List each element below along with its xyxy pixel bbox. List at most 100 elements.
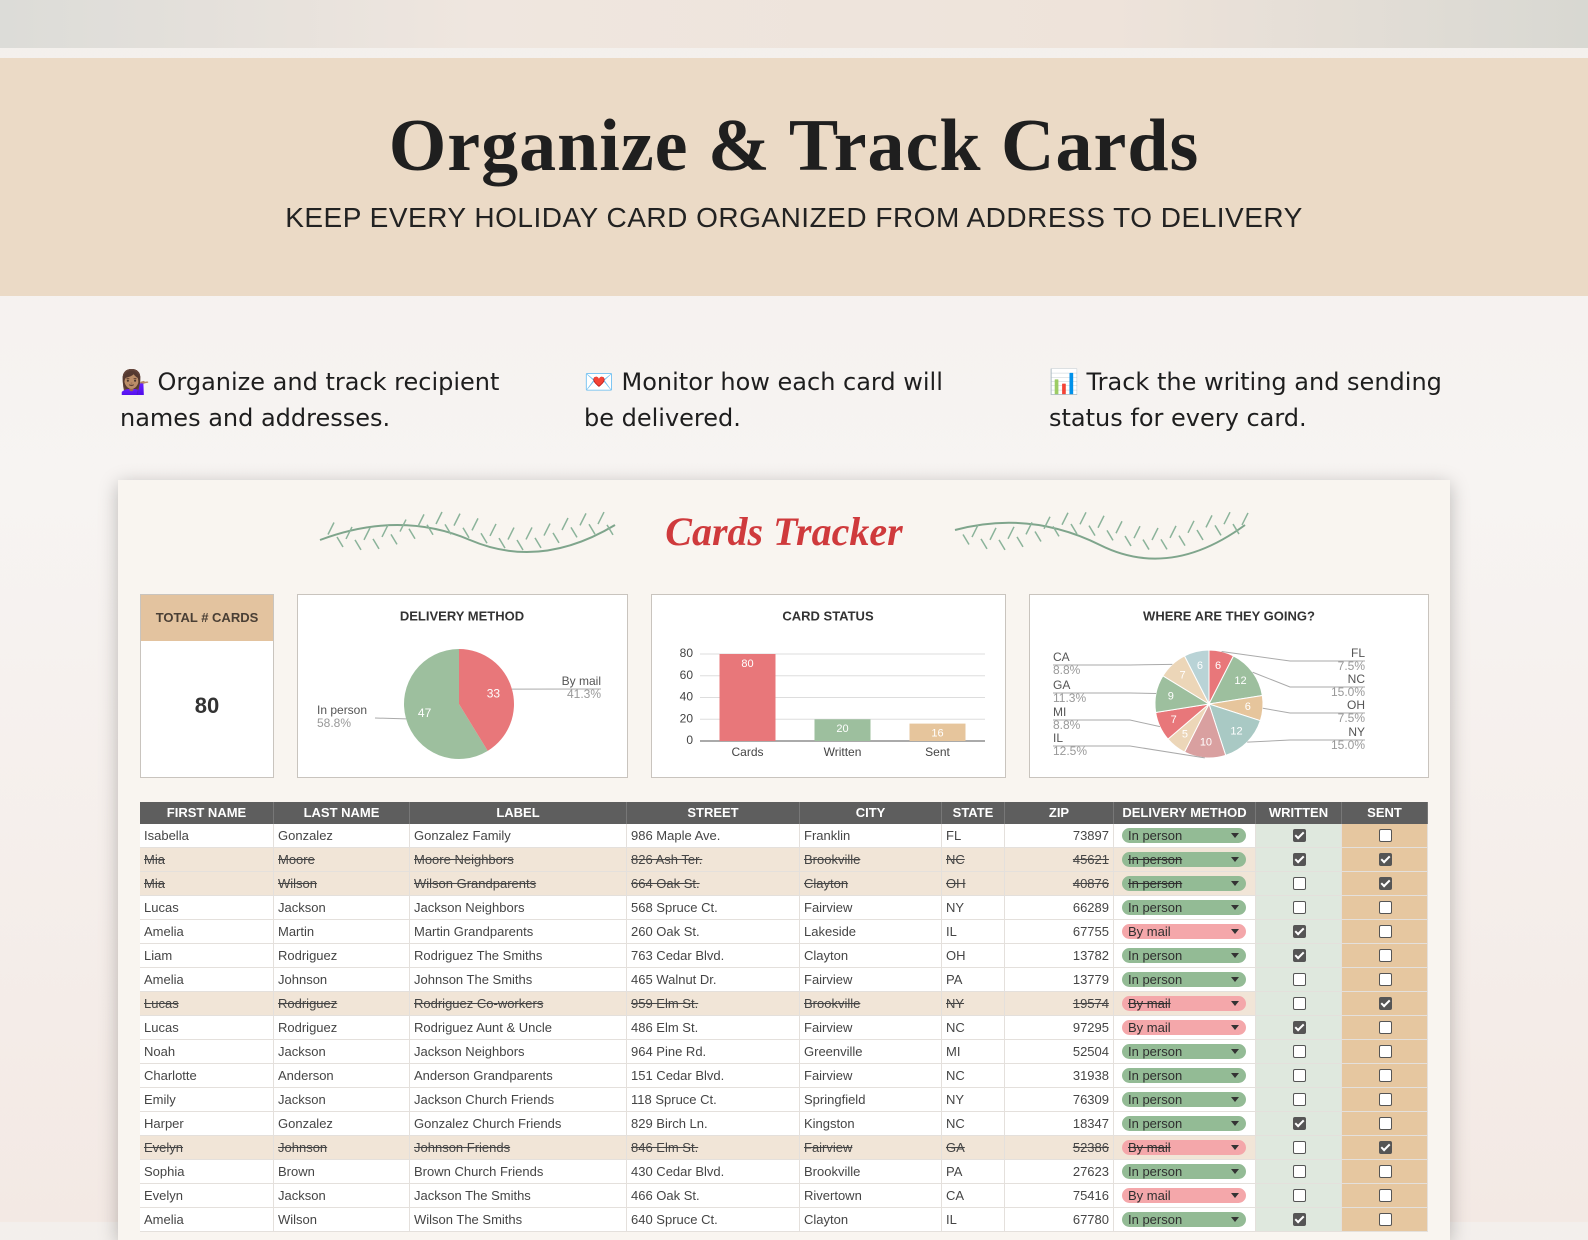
checkbox[interactable]	[1379, 1069, 1392, 1082]
checkbox[interactable]	[1379, 997, 1392, 1010]
delivery-dropdown[interactable]: By mail	[1122, 1140, 1246, 1155]
checkbox[interactable]	[1293, 853, 1306, 866]
cell: NC	[942, 1064, 1005, 1087]
cell: GA	[942, 1136, 1005, 1159]
needle	[1125, 536, 1131, 546]
checkbox[interactable]	[1293, 1165, 1306, 1178]
y-tick-label: 60	[680, 668, 694, 682]
checkbox[interactable]	[1379, 829, 1392, 842]
column-header: STATE	[942, 802, 1005, 824]
cell: FL	[942, 824, 1005, 847]
delivery-dropdown[interactable]: In person	[1122, 1068, 1246, 1083]
checkbox[interactable]	[1379, 1141, 1392, 1154]
checkbox[interactable]	[1379, 1213, 1392, 1226]
legend-label: GA	[1053, 678, 1070, 692]
delivery-dropdown[interactable]: In person	[1122, 1092, 1246, 1107]
checkbox[interactable]	[1293, 1141, 1306, 1154]
checkbox[interactable]	[1293, 829, 1306, 842]
slice-value: 9	[1168, 690, 1174, 702]
delivery-dropdown[interactable]: In person	[1122, 1164, 1246, 1179]
checkbox[interactable]	[1379, 925, 1392, 938]
cell: By mail	[1114, 1136, 1256, 1159]
checkbox[interactable]	[1293, 1093, 1306, 1106]
cell: 664 Oak St.	[627, 872, 800, 895]
needle	[1089, 526, 1095, 536]
checkbox[interactable]	[1293, 1045, 1306, 1058]
checkbox[interactable]	[1379, 1165, 1392, 1178]
delivery-dropdown[interactable]: In person	[1122, 852, 1246, 867]
checkbox[interactable]	[1293, 1213, 1306, 1226]
checkbox[interactable]	[1379, 949, 1392, 962]
cell: 846 Elm St.	[627, 1136, 800, 1159]
checkbox[interactable]	[1379, 901, 1392, 914]
cell: Liam	[140, 944, 274, 967]
checkbox[interactable]	[1379, 973, 1392, 986]
checkbox[interactable]	[1379, 1045, 1392, 1058]
cell: Greenville	[800, 1040, 942, 1063]
needle	[391, 534, 397, 544]
cell: Moore Neighbors	[410, 848, 627, 871]
cell: 466 Oak St.	[627, 1184, 800, 1207]
cell: Johnson Friends	[410, 1136, 627, 1159]
cell: 66289	[1005, 896, 1114, 919]
needle	[346, 527, 352, 539]
delivery-dropdown[interactable]: In person	[1122, 1116, 1246, 1131]
checkbox[interactable]	[1379, 877, 1392, 890]
checkbox[interactable]	[1293, 1117, 1306, 1130]
checkbox[interactable]	[1293, 973, 1306, 986]
checkbox[interactable]	[1379, 1117, 1392, 1130]
delivery-dropdown[interactable]: In person	[1122, 900, 1246, 915]
needle	[1035, 532, 1041, 542]
delivery-dropdown[interactable]: By mail	[1122, 1020, 1246, 1035]
checkbox[interactable]	[1293, 1069, 1306, 1082]
cell: Rivertown	[800, 1184, 942, 1207]
checkbox[interactable]	[1293, 949, 1306, 962]
bar-value: 16	[931, 728, 943, 740]
cell: Anderson	[274, 1064, 410, 1087]
delivery-dropdown[interactable]: By mail	[1122, 1188, 1246, 1203]
checkbox[interactable]	[1379, 1021, 1392, 1034]
cell: In person	[1114, 1040, 1256, 1063]
checkbox[interactable]	[1293, 1021, 1306, 1034]
cell: Noah	[140, 1040, 274, 1063]
delivery-dropdown[interactable]: In person	[1122, 1044, 1246, 1059]
delivery-dropdown[interactable]: In person	[1122, 828, 1246, 843]
cell: Anderson Grandparents	[410, 1064, 627, 1087]
cell	[1256, 1064, 1342, 1087]
slice-value: 12	[1234, 675, 1246, 687]
needle	[571, 527, 577, 537]
cell	[1342, 872, 1428, 895]
cell: Lucas	[140, 896, 274, 919]
cell: Lakeside	[800, 920, 942, 943]
cell	[1342, 920, 1428, 943]
delivery-dropdown[interactable]: By mail	[1122, 996, 1246, 1011]
delivery-dropdown[interactable]: In person	[1122, 876, 1246, 891]
checkbox[interactable]	[1379, 1189, 1392, 1202]
checkbox[interactable]	[1293, 925, 1306, 938]
cell: In person	[1114, 968, 1256, 991]
delivery-dropdown[interactable]: In person	[1122, 1212, 1246, 1227]
checkbox[interactable]	[1293, 1189, 1306, 1202]
cell: Rodriguez	[274, 944, 410, 967]
cell: Brookville	[800, 992, 942, 1015]
checkbox[interactable]	[1293, 877, 1306, 890]
cell: 18347	[1005, 1112, 1114, 1135]
cell	[1256, 968, 1342, 991]
cell	[1342, 848, 1428, 871]
delivery-dropdown[interactable]: In person	[1122, 972, 1246, 987]
cell: 67755	[1005, 920, 1114, 943]
delivery-dropdown[interactable]: In person	[1122, 948, 1246, 963]
y-tick-label: 40	[680, 690, 694, 704]
checkbox[interactable]	[1379, 853, 1392, 866]
checkbox[interactable]	[1293, 997, 1306, 1010]
delivery-dropdown[interactable]: By mail	[1122, 924, 1246, 939]
checkbox[interactable]	[1293, 901, 1306, 914]
cell: 31938	[1005, 1064, 1114, 1087]
checkbox[interactable]	[1379, 1093, 1392, 1106]
needle	[1098, 516, 1104, 528]
